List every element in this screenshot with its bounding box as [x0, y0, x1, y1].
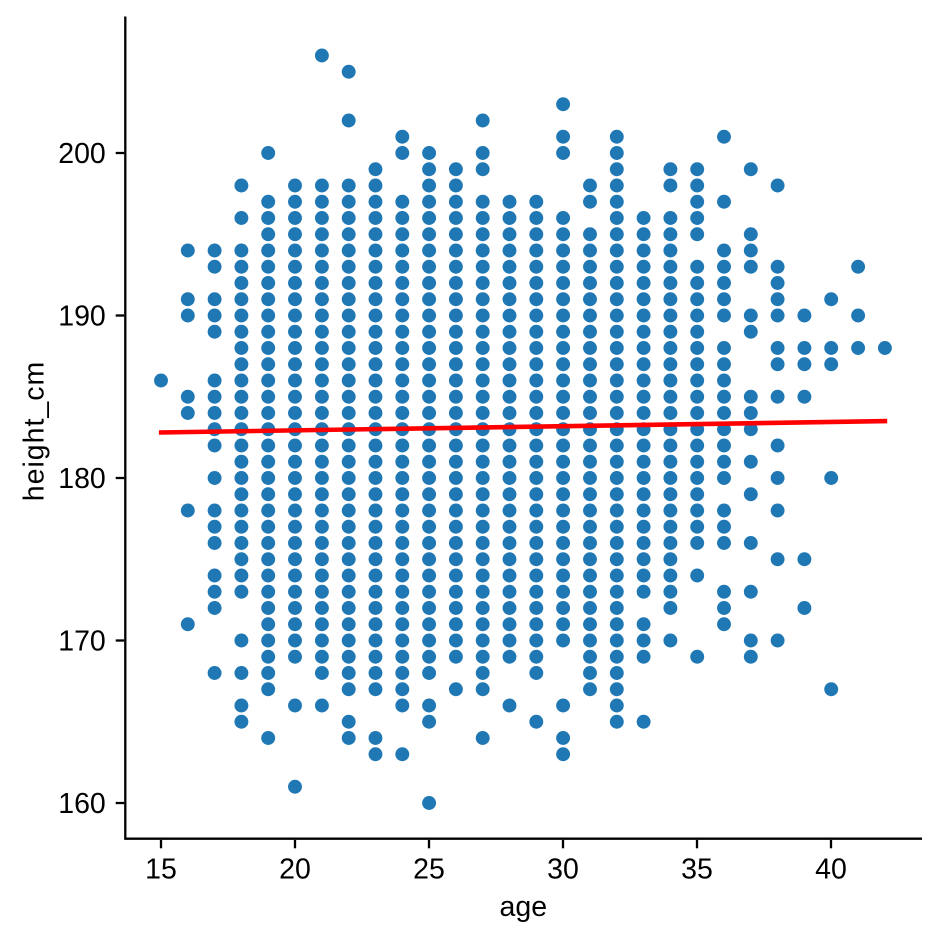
- svg-text:35: 35: [681, 853, 713, 885]
- svg-text:40: 40: [815, 853, 847, 885]
- svg-text:25: 25: [413, 853, 445, 885]
- svg-text:15: 15: [145, 853, 177, 885]
- svg-text:160: 160: [58, 788, 106, 820]
- svg-text:170: 170: [58, 626, 106, 658]
- svg-text:30: 30: [547, 853, 579, 885]
- svg-text:180: 180: [58, 463, 106, 495]
- svg-text:200: 200: [58, 138, 106, 170]
- svg-text:20: 20: [279, 853, 311, 885]
- svg-text:190: 190: [58, 301, 106, 333]
- svg-text:age: age: [500, 891, 548, 923]
- svg-text:height_cm: height_cm: [19, 361, 51, 502]
